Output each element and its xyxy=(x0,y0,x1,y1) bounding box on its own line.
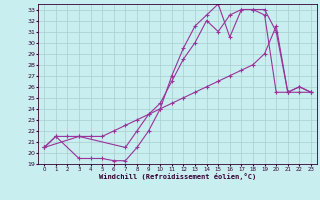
X-axis label: Windchill (Refroidissement éolien,°C): Windchill (Refroidissement éolien,°C) xyxy=(99,173,256,180)
